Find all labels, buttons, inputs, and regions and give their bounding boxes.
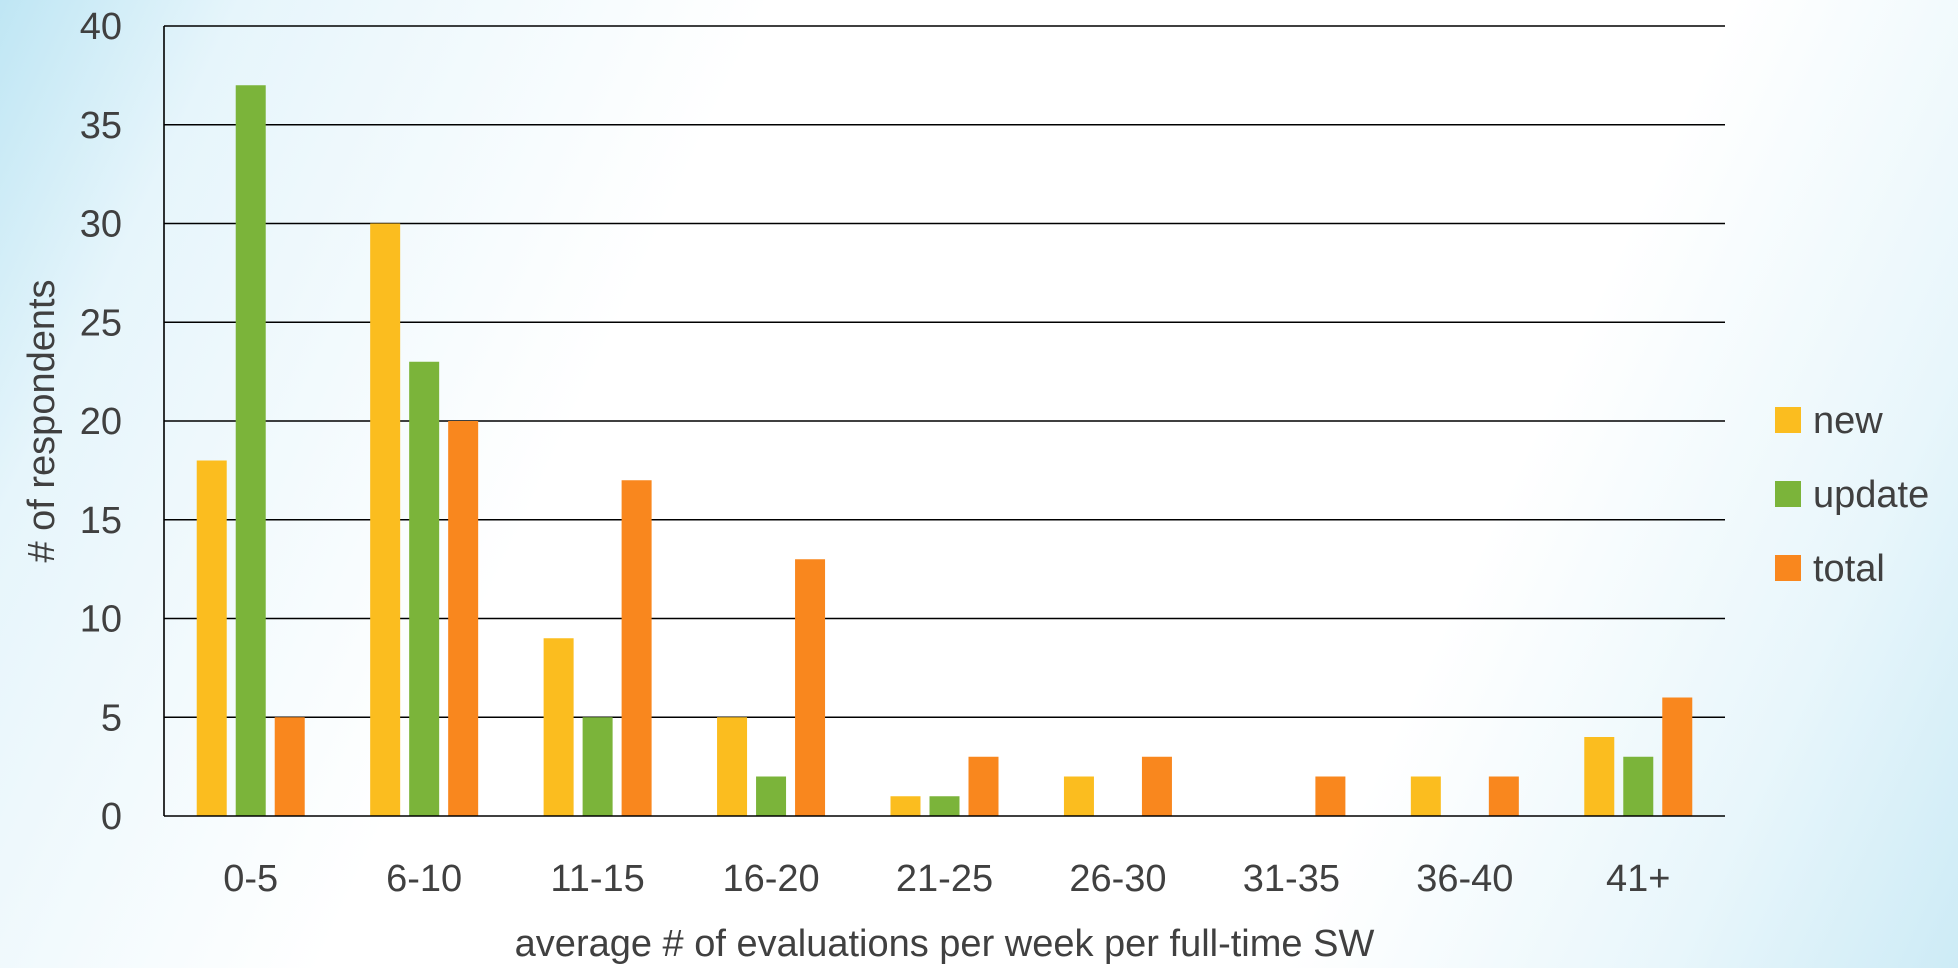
bar-new-11-15	[543, 638, 574, 816]
bar-new-21-25	[890, 796, 921, 816]
bar-total-11-15	[621, 480, 652, 816]
x-tick-label: 31-35	[1243, 858, 1340, 900]
bars	[196, 85, 1693, 816]
x-tick-label: 6-10	[386, 858, 462, 900]
bar-total-36-40	[1488, 776, 1519, 816]
bar-total-41+	[1662, 697, 1693, 816]
y-axis-tick-labels: 0 5 10 15 20 25 30 35 40	[80, 6, 122, 838]
x-tick-label: 36-40	[1416, 858, 1513, 900]
bar-total-31-35	[1315, 776, 1346, 816]
x-tick-label: 21-25	[896, 858, 993, 900]
bar-new-16-20	[717, 717, 748, 816]
x-tick-label: 41+	[1606, 858, 1670, 900]
y-tick-label: 35	[80, 105, 122, 147]
bar-new-36-40	[1410, 776, 1441, 816]
y-tick-label: 0	[101, 796, 122, 838]
legend-swatch-update	[1775, 481, 1801, 507]
y-tick-label: 40	[80, 6, 122, 48]
y-tick-label: 30	[80, 204, 122, 246]
legend: new update total	[1775, 400, 1929, 590]
legend-label-total: total	[1813, 548, 1885, 590]
bar-new-26-30	[1063, 776, 1094, 816]
bar-total-26-30	[1141, 756, 1172, 816]
bar-update-11-15	[582, 717, 613, 816]
legend-label-update: update	[1813, 474, 1929, 516]
x-axis-title: average # of evaluations per week per fu…	[515, 923, 1375, 965]
bar-update-21-25	[929, 796, 960, 816]
x-tick-label: 11-15	[550, 858, 644, 900]
y-axis-title: # of respondents	[21, 279, 63, 562]
bar-total-6-10	[448, 421, 479, 816]
bar-total-21-25	[968, 756, 999, 816]
legend-swatch-new	[1775, 407, 1801, 433]
bar-new-41+	[1584, 737, 1615, 816]
legend-swatch-total	[1775, 555, 1801, 581]
y-tick-label: 5	[101, 697, 122, 739]
y-tick-label: 25	[80, 302, 122, 344]
bar-total-16-20	[795, 559, 826, 816]
bar-new-0-5	[196, 460, 227, 816]
y-tick-label: 10	[80, 599, 122, 641]
x-tick-label: 26-30	[1069, 858, 1166, 900]
y-tick-label: 15	[80, 500, 122, 542]
bar-update-0-5	[235, 85, 266, 816]
bar-update-16-20	[756, 776, 787, 816]
x-axis-tick-labels: 0-5 6-10 11-15 16-20 21-25 26-30 31-35 36-40 41+	[223, 858, 1670, 900]
x-tick-label: 16-20	[722, 858, 819, 900]
bar-total-0-5	[274, 717, 305, 816]
bar-update-6-10	[409, 361, 440, 816]
x-tick-label: 0-5	[223, 858, 278, 900]
bar-new-6-10	[370, 223, 401, 816]
legend-label-new: new	[1813, 400, 1883, 442]
bar-update-41+	[1623, 756, 1654, 816]
y-tick-label: 20	[80, 401, 122, 443]
